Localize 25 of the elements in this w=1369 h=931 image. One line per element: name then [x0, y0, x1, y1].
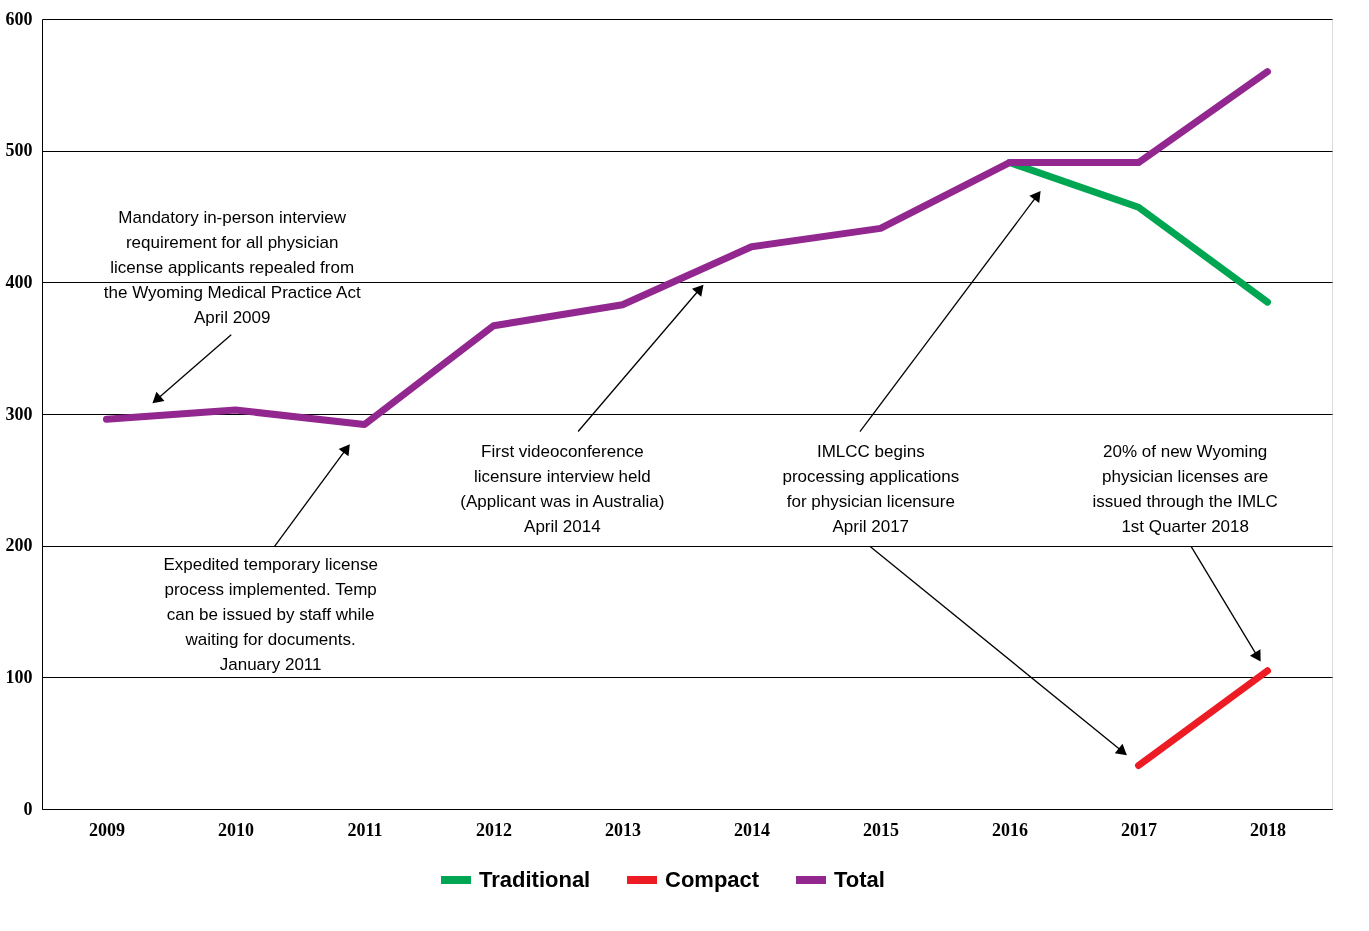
x-tick-label: 2017 [1121, 819, 1157, 840]
y-tick-label: 0 [23, 798, 33, 819]
x-tick-label: 2018 [1250, 819, 1286, 840]
annotation: Expedited temporary license process implemented. Temp can be issued by staff while waiting for documents. January 2011 [163, 555, 378, 675]
y-tick-label: 400 [5, 271, 33, 292]
y-tick-label: 300 [5, 403, 33, 424]
annotation: IMLCC begins processing applications for physician licensure April 2017 [782, 442, 960, 537]
legend-label: Traditional [479, 867, 591, 892]
x-tick-label: 2013 [605, 819, 641, 840]
x-tick-label: 2015 [863, 819, 899, 840]
annotation: Mandatory in-person interview requirement for all physician license applicants repealed from the Wyoming Medical Practice Act April 2009 [103, 208, 361, 328]
x-tick-label: 2010 [218, 819, 254, 840]
legend-label: Compact [665, 867, 760, 892]
y-tick-label: 200 [5, 535, 33, 556]
x-tick-label: 2012 [476, 819, 512, 840]
x-tick-label: 2009 [89, 819, 125, 840]
annotation: 20% of new Wyoming physician licenses are issued through the IMLC 1st Quarter 2018 [1092, 442, 1278, 537]
x-tick-label: 2014 [734, 819, 770, 840]
x-tick-label: 2016 [992, 819, 1028, 840]
y-tick-label: 500 [5, 140, 33, 161]
y-tick-label: 100 [5, 666, 33, 687]
x-tick-label: 2011 [347, 819, 383, 840]
y-tick-label: 600 [5, 8, 33, 29]
annotation: First videoconference licensure interview held (Applicant was in Australia) April 2014 [460, 442, 665, 537]
legend-label: Total [834, 867, 885, 892]
